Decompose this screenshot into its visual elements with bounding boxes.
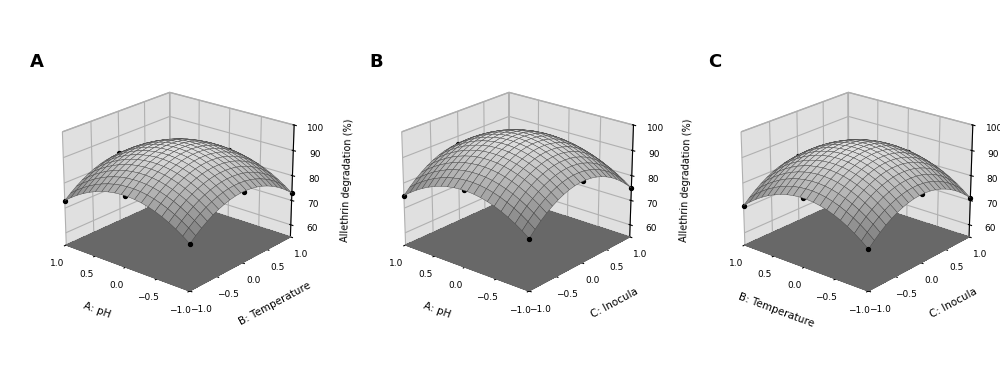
Text: A: A	[30, 53, 44, 71]
X-axis label: A: pH: A: pH	[82, 301, 112, 320]
Text: B: B	[369, 53, 383, 71]
Text: C: C	[709, 53, 722, 71]
X-axis label: A: pH: A: pH	[422, 301, 452, 320]
Y-axis label: C: Inocula: C: Inocula	[929, 287, 979, 320]
Y-axis label: B: Temperature: B: Temperature	[238, 280, 313, 327]
X-axis label: B: Temperature: B: Temperature	[737, 292, 815, 329]
Y-axis label: C: Inocula: C: Inocula	[589, 287, 640, 320]
